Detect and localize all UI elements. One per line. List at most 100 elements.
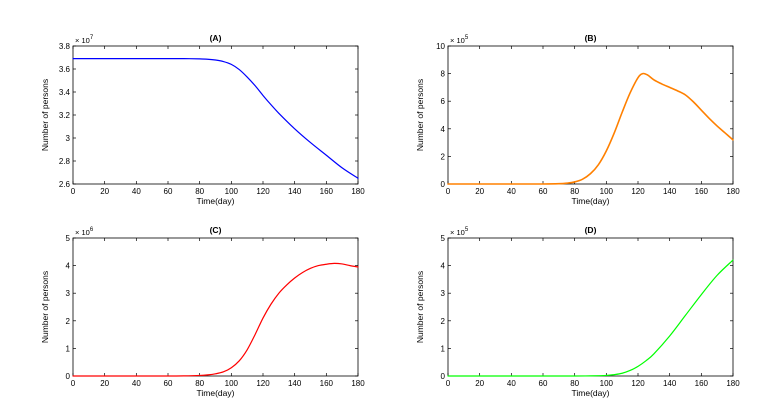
chart-title-a: (A) <box>210 33 222 43</box>
axes-frame-c <box>72 237 359 377</box>
panel-c: 0 20 40 60 80 100 120 140 160 180 0 1 2 3 4 5 × 106 (C) Ti… <box>40 225 365 398</box>
x-tick-label: 60 <box>539 379 548 388</box>
x-tick-label: 0 <box>446 379 451 388</box>
x-tick-label: 20 <box>475 187 484 196</box>
y-tick-label: 2.6 <box>59 180 71 189</box>
x-tick-label: 140 <box>663 187 677 196</box>
y-tick-label: 2 <box>441 317 446 326</box>
x-tick-label: 40 <box>132 379 141 388</box>
y-multiplier-base: × 10 <box>75 36 90 45</box>
y-multiplier: × 107 <box>75 35 94 45</box>
x-tick-label: 40 <box>132 187 141 196</box>
y-multiplier-exponent: 7 <box>90 35 94 41</box>
y-multiplier: × 105 <box>450 35 469 45</box>
y-tick-label: 3 <box>66 134 71 143</box>
x-tick-label: 140 <box>288 379 302 388</box>
y-tick-label: 3 <box>441 289 446 298</box>
y-tick-label: 2.8 <box>59 157 71 166</box>
y-tick-label: 5 <box>441 234 446 243</box>
x-tick-label: 180 <box>726 379 740 388</box>
x-tick-label: 100 <box>600 187 614 196</box>
x-axis-label: Time(day) <box>197 196 235 206</box>
x-tick-label: 120 <box>631 379 645 388</box>
y-tick-label: 1 <box>66 344 71 353</box>
y-tick-label: 4 <box>441 262 446 271</box>
axes-frame-b <box>447 45 734 185</box>
y-tick-label: 1 <box>441 344 446 353</box>
y-tick-label: 2 <box>66 317 71 326</box>
series-line-c <box>72 262 359 377</box>
x-tick-label: 20 <box>475 379 484 388</box>
y-tick-label: 3 <box>66 289 71 298</box>
x-tick-label: 120 <box>256 379 270 388</box>
x-tick-label: 40 <box>507 187 516 196</box>
y-tick-label: 5 <box>66 234 71 243</box>
panel-b: 0 20 40 60 80 100 120 140 160 180 0 2 4 6 8 10 × 105 (B) T… <box>415 33 740 206</box>
y-multiplier: × 106 <box>75 227 94 237</box>
y-tick-label: 3.2 <box>59 111 71 120</box>
y-axis-label: Number of persons <box>40 271 50 343</box>
x-tick-label: 60 <box>164 187 173 196</box>
series-line-b <box>447 72 734 185</box>
y-multiplier-exponent: 5 <box>465 227 469 233</box>
y-multiplier-base: × 10 <box>450 228 465 237</box>
x-tick-label: 140 <box>663 379 677 388</box>
x-tick-label: 160 <box>320 379 334 388</box>
x-axis-label: Time(day) <box>572 388 610 398</box>
axes-frame-a <box>72 45 359 185</box>
chart-title-c: (C) <box>210 225 222 235</box>
y-multiplier-base: × 10 <box>450 36 465 45</box>
y-axis-label: Number of persons <box>415 271 425 343</box>
x-tick-label: 140 <box>288 187 302 196</box>
x-tick-label: 80 <box>195 379 204 388</box>
x-tick-label: 20 <box>100 379 109 388</box>
x-tick-label: 20 <box>100 187 109 196</box>
x-tick-label: 100 <box>225 379 239 388</box>
x-tick-label: 100 <box>600 379 614 388</box>
x-tick-label: 180 <box>351 187 365 196</box>
x-tick-label: 0 <box>446 187 451 196</box>
x-tick-label: 40 <box>507 379 516 388</box>
x-tick-label: 180 <box>726 187 740 196</box>
y-tick-label: 3.8 <box>59 42 71 51</box>
y-tick-label: 10 <box>436 42 445 51</box>
x-tick-label: 160 <box>320 187 334 196</box>
x-tick-label: 80 <box>195 187 204 196</box>
y-tick-label: 4 <box>66 262 71 271</box>
y-tick-label: 3.4 <box>59 88 71 97</box>
x-axis-label: Time(day) <box>572 196 610 206</box>
x-tick-label: 180 <box>351 379 365 388</box>
x-tick-label: 0 <box>71 187 76 196</box>
x-tick-label: 60 <box>539 187 548 196</box>
y-multiplier-base: × 10 <box>75 228 90 237</box>
y-tick-label: 0 <box>441 372 446 381</box>
y-multiplier-exponent: 6 <box>90 227 94 233</box>
x-tick-label: 0 <box>71 379 76 388</box>
x-tick-label: 160 <box>695 379 709 388</box>
y-tick-label: 2 <box>441 152 446 161</box>
y-tick-label: 8 <box>441 70 446 79</box>
y-tick-label: 0 <box>66 372 71 381</box>
x-tick-label: 100 <box>225 187 239 196</box>
y-tick-label: 3.6 <box>59 65 71 74</box>
x-axis-label: Time(day) <box>197 388 235 398</box>
y-tick-label: 4 <box>441 125 446 134</box>
x-tick-label: 120 <box>256 187 270 196</box>
chart-title-b: (B) <box>585 33 597 43</box>
y-axis-label: Number of persons <box>415 79 425 151</box>
y-multiplier-exponent: 5 <box>465 35 469 41</box>
series-line-d <box>447 259 734 377</box>
x-tick-label: 160 <box>695 187 709 196</box>
panel-a: 0 20 40 60 80 100 120 140 160 180 2.6 2.8 3 3.2 3.4 3.6… <box>40 33 365 206</box>
x-tick-label: 80 <box>570 187 579 196</box>
axes-frame-d <box>447 237 734 377</box>
x-tick-label: 80 <box>570 379 579 388</box>
series-line-a <box>72 58 359 179</box>
y-multiplier: × 105 <box>450 227 469 237</box>
chart-title-d: (D) <box>585 225 597 235</box>
y-tick-label: 0 <box>441 180 446 189</box>
x-tick-label: 120 <box>631 187 645 196</box>
x-tick-label: 60 <box>164 379 173 388</box>
